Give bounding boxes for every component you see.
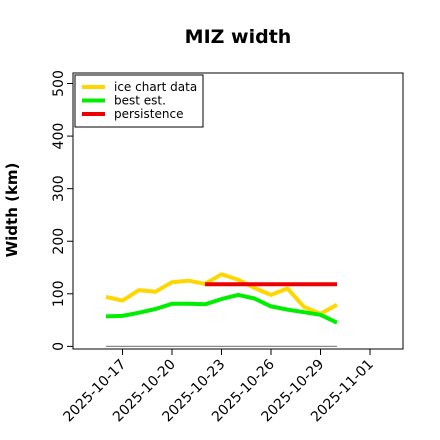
chart-title: MIZ width	[185, 26, 292, 48]
y-tick-label: 300	[51, 175, 67, 202]
legend-label: ice chart data	[114, 80, 197, 94]
y-tick-label: 0	[51, 342, 67, 351]
y-axis-label: Width (km)	[3, 163, 21, 258]
y-tick-label: 400	[51, 123, 67, 150]
series-line-2	[105, 292, 338, 325]
y-tick-label: 200	[51, 228, 67, 255]
series-layer	[105, 272, 338, 347]
plot-frame	[72, 72, 404, 350]
y-axis: 0 100 200 300 400 500	[51, 70, 73, 351]
legend-label: best est.	[114, 94, 166, 108]
legend-label: persistence	[114, 107, 183, 121]
y-tick-label: 500	[51, 70, 67, 97]
y-tick-label: 100	[51, 280, 67, 307]
series-line-1	[105, 272, 338, 316]
